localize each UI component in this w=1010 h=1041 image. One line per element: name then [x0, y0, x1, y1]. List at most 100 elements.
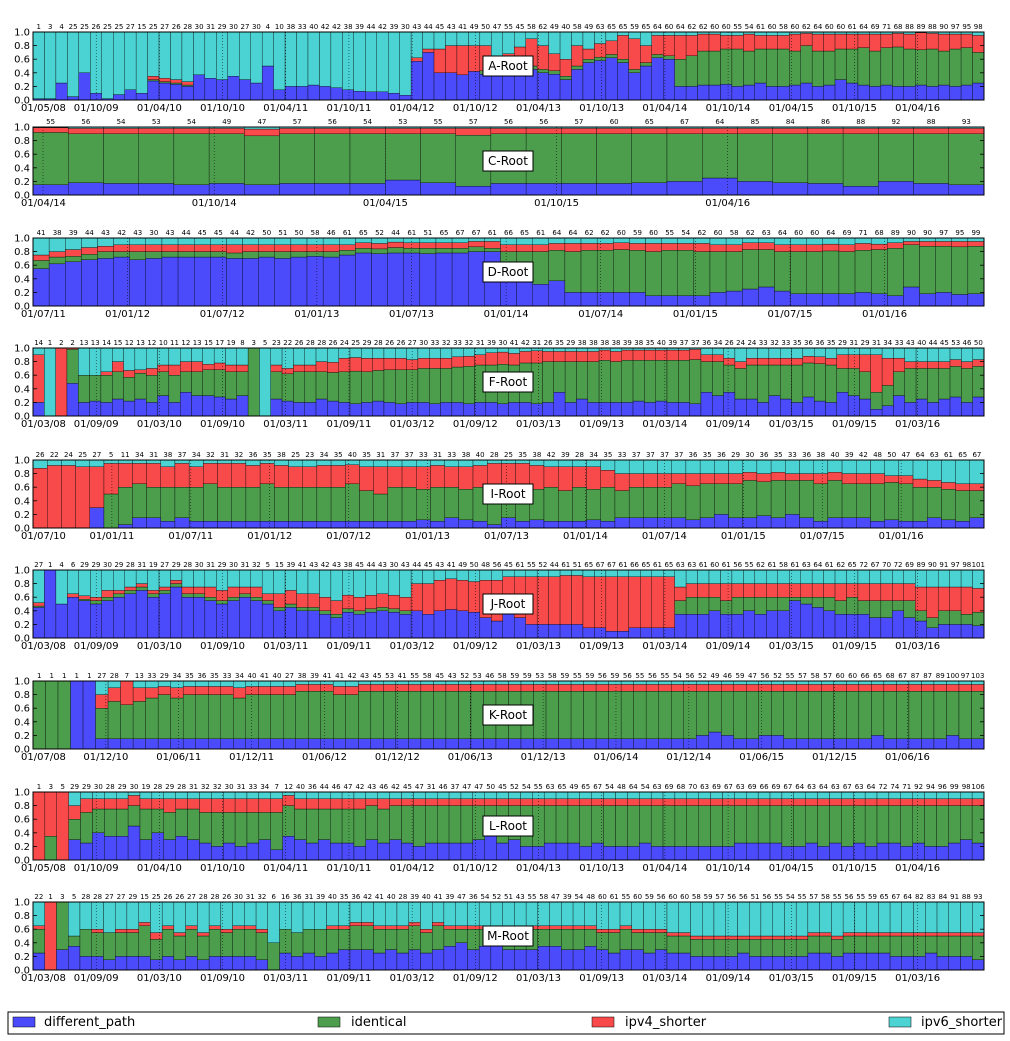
bar-count-label: 55	[833, 893, 842, 901]
panel-title-box	[482, 55, 534, 77]
bar-segment-identical	[893, 371, 905, 396]
bar-segment-identical	[758, 249, 775, 288]
bar-segment-identical	[68, 935, 81, 947]
bar-segment-ipv6-shorter	[693, 237, 711, 244]
bar-segment-identical	[847, 368, 860, 396]
bar-segment-ipv6-shorter	[478, 901, 492, 926]
x-tick-label: 01/07/15	[768, 309, 813, 320]
bar-count-label: 39	[445, 893, 454, 901]
bar-count-label: 48	[586, 893, 595, 901]
bar-count-label: 60	[610, 118, 619, 126]
bar-segment-ipv6-shorter	[783, 680, 797, 685]
bar-segment-ipv6-shorter	[933, 680, 947, 685]
bar-segment-identical	[279, 929, 292, 954]
bar-count-label: 40	[561, 23, 570, 31]
panel-title: F-Root	[489, 375, 528, 389]
bar-count-label: 88	[905, 23, 914, 31]
bar-segment-ipv6-shorter	[239, 31, 251, 80]
bar-segment-identical	[600, 487, 616, 522]
x-tick-label: 01/03/16	[895, 419, 940, 430]
bar-segment-identical	[766, 597, 778, 611]
bar-segment-ipv4-shorter	[823, 33, 836, 52]
bar-segment-identical	[435, 248, 453, 254]
bar-segment-ipv6-shorter	[32, 459, 48, 469]
bar-count-label: 36	[249, 451, 258, 459]
bar-segment-ipv4-shorter	[610, 351, 622, 362]
bar-segment-ipv6-shorter	[388, 31, 400, 94]
bar-segment-ipv4-shorter	[32, 254, 50, 261]
bar-segment-ipv4-shorter	[869, 33, 882, 52]
bar-segment-different-path	[806, 293, 823, 307]
bar-segment-identical	[32, 680, 46, 750]
bar-count-label: 40	[348, 451, 357, 459]
bar-segment-ipv6-shorter	[157, 680, 171, 687]
bar-segment-identical	[168, 375, 181, 403]
y-tick-label: 0.0	[14, 745, 30, 756]
bar-segment-different-path	[422, 614, 435, 639]
bar-segment-different-path	[796, 738, 809, 750]
bar-segment-ipv4-shorter	[799, 473, 814, 481]
bar-segment-different-path	[32, 268, 50, 307]
bar-segment-different-path	[170, 738, 184, 750]
bar-count-label: 30	[401, 23, 410, 31]
bar-count-label: 61	[610, 893, 619, 901]
bar-segment-different-path	[208, 956, 222, 971]
bar-count-label: 64	[903, 893, 912, 901]
bar-segment-ipv6-shorter	[617, 569, 629, 577]
bar-segment-different-path	[487, 524, 502, 529]
bar-segment-ipv6-shorter	[291, 901, 304, 933]
bar-segment-ipv4-shorter	[532, 798, 545, 806]
bar-count-label: 55	[733, 23, 742, 31]
bar-segment-different-path	[193, 74, 206, 101]
bar-segment-identical	[157, 694, 171, 739]
bar-segment-different-path	[81, 259, 98, 307]
bar-segment-ipv6-shorter	[458, 680, 472, 685]
bar-segment-ipv6-shorter	[643, 459, 658, 474]
bar-count-label: 33	[447, 451, 456, 459]
bar-segment-ipv6-shorter	[307, 31, 320, 86]
bar-segment-identical	[583, 691, 597, 739]
bar-segment-different-path	[912, 521, 928, 529]
bar-segment-ipv6-shorter	[731, 569, 744, 584]
bar-segment-different-path	[500, 282, 517, 307]
bar-segment-ipv6-shorter	[558, 680, 572, 685]
bar-count-label: 67	[972, 451, 981, 459]
bar-segment-ipv6-shorter	[270, 791, 283, 799]
bar-count-label: 64	[859, 23, 868, 31]
bar-segment-ipv4-shorter	[915, 32, 927, 50]
bar-segment-identical	[937, 610, 950, 625]
bar-segment-ipv4-shorter	[697, 583, 710, 598]
bar-segment-different-path	[896, 738, 910, 750]
bar-segment-ipv6-shorter	[283, 680, 296, 687]
bar-segment-different-path	[632, 400, 645, 417]
bar-segment-ipv4-shorter	[789, 583, 801, 598]
bar-count-label: 38	[600, 339, 609, 347]
bar-count-label: 12	[125, 339, 134, 347]
bar-segment-ipv4-shorter	[163, 798, 176, 813]
bar-count-label: 30	[419, 339, 428, 347]
bar-segment-different-path	[445, 738, 459, 750]
x-tick-label: 01/09/14	[706, 973, 751, 984]
bar-segment-ipv6-shorter	[610, 347, 622, 352]
bar-segment-identical	[972, 611, 985, 626]
bar-segment-ipv6-shorter	[927, 459, 942, 481]
bar-segment-ipv6-shorter	[113, 31, 125, 95]
bar-segment-ipv4-shorter	[887, 242, 904, 249]
bar-segment-different-path	[281, 400, 294, 417]
bar-segment-ipv6-shorter	[878, 901, 891, 933]
bar-segment-ipv6-shorter	[582, 31, 595, 50]
bar-segment-ipv4-shorter	[587, 351, 600, 362]
bar-segment-different-path	[912, 842, 925, 861]
bar-segment-identical	[316, 487, 332, 522]
bar-segment-ipv6-shorter	[725, 237, 743, 245]
bar-count-label: 39	[845, 451, 854, 459]
bar-segment-identical	[608, 691, 622, 739]
bar-segment-different-path	[790, 293, 807, 307]
bar-segment-ipv6-shorter	[766, 31, 778, 36]
bar-segment-ipv6-shorter	[697, 569, 710, 584]
bar-count-label: 60	[664, 23, 673, 31]
bar-segment-identical	[846, 691, 860, 739]
bar-count-label: 35	[827, 339, 836, 347]
bar-segment-identical	[598, 360, 611, 403]
bar-segment-ipv4-shorter	[472, 798, 485, 806]
